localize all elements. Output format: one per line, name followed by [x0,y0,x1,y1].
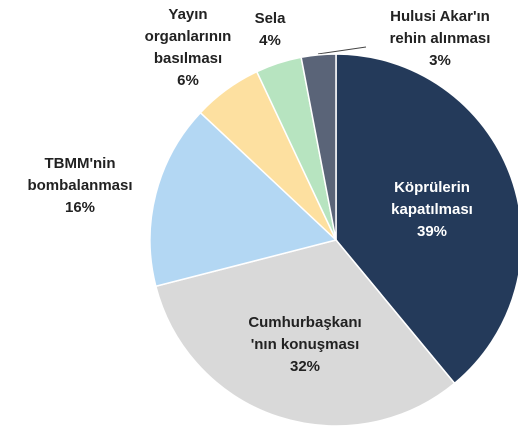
slice-label: basılması [154,50,222,67]
slice-label: Sela [255,10,287,27]
value-label: 3% [429,52,451,69]
slice-label: bombalanması [27,177,132,194]
slice-label: organlarının [145,28,232,45]
leader-line [317,46,367,55]
value-label: 6% [177,72,199,89]
pie-slice [335,53,518,385]
pie-slice [154,239,456,427]
pie-slice [149,111,338,288]
slice-label: 'nın konuşması [251,336,360,353]
slice-label: TBMM'nin [44,155,115,172]
slice-label: kapatılması [391,201,473,218]
pie-slice [300,53,337,241]
value-label: 32% [290,358,320,375]
slice-label: Köprülerin [394,179,470,196]
value-label: 16% [65,199,95,216]
slice-label: rehin alınması [390,30,491,47]
slice-label: Yayın [168,6,207,23]
slice-label: Hulusi Akar'ın [390,8,490,25]
value-label: 4% [259,32,281,49]
slice-label: Cumhurbaşkanı [248,314,361,331]
value-label: 39% [417,223,447,240]
